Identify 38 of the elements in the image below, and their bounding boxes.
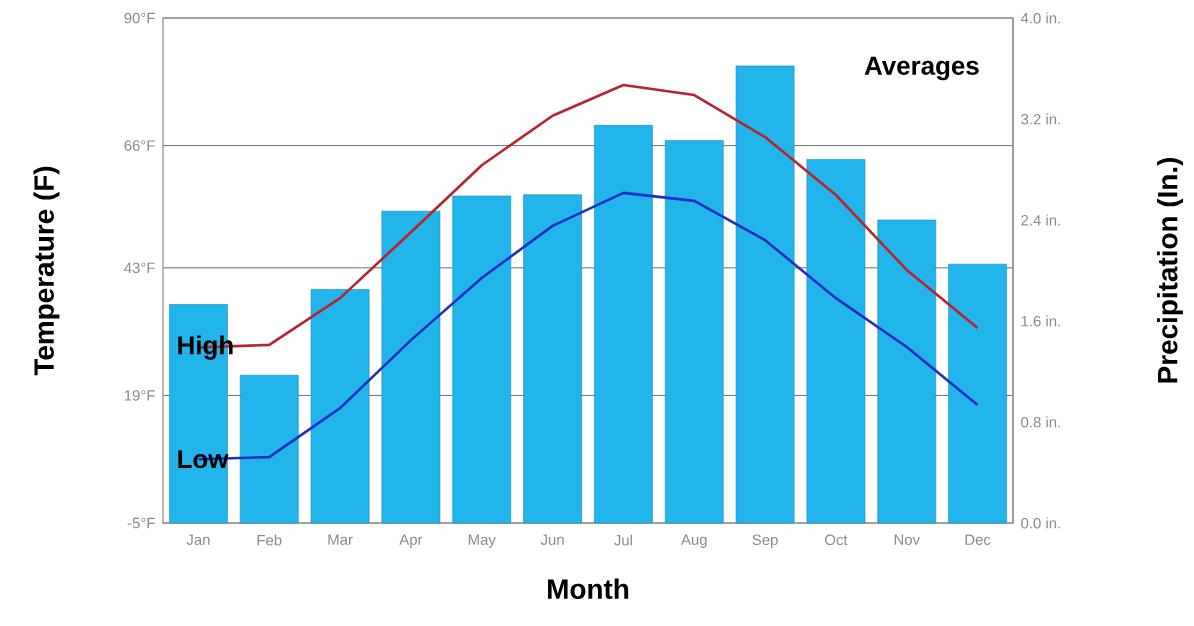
bar [806, 159, 866, 524]
x-tick-label: Dec [965, 534, 991, 545]
x-tick-label: Jul [614, 534, 632, 546]
x-tick-label: Mar [328, 534, 353, 545]
bar [664, 140, 724, 524]
x-tick-label: Jan [186, 534, 210, 545]
y-tick-label: 66°F [124, 140, 155, 151]
x-tick-label: Nov [894, 534, 920, 545]
y-tick-label: 90°F [124, 12, 155, 24]
y-tick-label: 43°F [124, 262, 155, 274]
x-tick-label: Apr [399, 534, 423, 548]
bar [523, 194, 582, 524]
y-axis-title: Temperature (F) [33, 166, 60, 376]
x-tick-label: Oct [825, 534, 848, 546]
y2-tick-label: 0.8 in. [1021, 416, 1060, 428]
bar [452, 195, 512, 524]
annotation: Averages [864, 56, 979, 81]
x-tick-label: May [468, 534, 496, 548]
y2-tick-label: 4.0 in. [1020, 12, 1060, 24]
y-tick-label: 19°F [124, 390, 155, 401]
x-tick-label: Feb [257, 534, 282, 546]
bar [877, 219, 937, 524]
bar [735, 65, 795, 524]
y2-tick-label: 1.6 in. [1021, 315, 1060, 327]
x-tick-label: Jun [540, 534, 564, 545]
y2-tick-label: 0.0 in. [1021, 517, 1060, 529]
x-tick-label: Sep [752, 534, 778, 549]
bar [594, 125, 653, 524]
bar [948, 263, 1007, 524]
x-axis-title: Month [548, 578, 629, 599]
x-tick-label: Aug [680, 534, 707, 548]
y2-tick-label: 3.2 in. [1021, 113, 1060, 125]
bar [381, 210, 441, 524]
y2-tick-label: 2.4 in. [1021, 214, 1060, 226]
bar [239, 374, 299, 524]
y-tick-label: -5°F [127, 517, 155, 529]
bar [310, 289, 370, 524]
y2-axis-title: Precipitation (In.) [1157, 157, 1184, 383]
